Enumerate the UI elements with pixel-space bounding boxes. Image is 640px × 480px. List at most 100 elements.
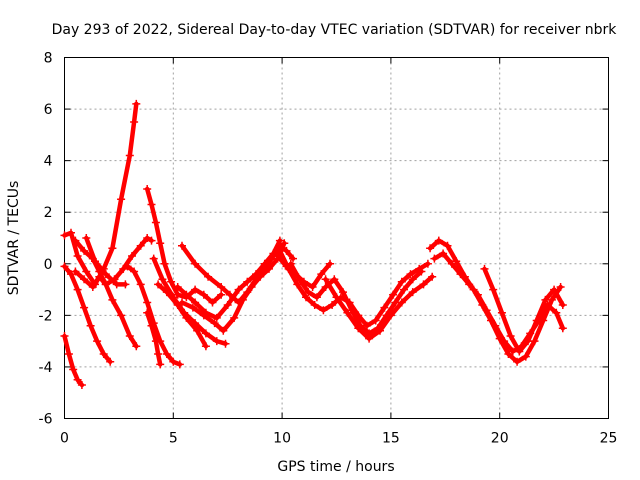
data-point	[430, 254, 439, 263]
data-point	[408, 275, 417, 284]
data-point	[397, 277, 406, 286]
data-point	[149, 254, 158, 263]
data-point	[101, 280, 110, 289]
data-point	[238, 295, 247, 304]
data-point	[182, 290, 191, 299]
data-point	[201, 342, 210, 351]
data-point	[128, 252, 136, 260]
data-point	[376, 326, 384, 335]
data-point	[328, 301, 337, 309]
data-point	[132, 99, 141, 108]
data-point	[500, 337, 509, 346]
data-point	[452, 257, 461, 266]
data-point	[408, 288, 417, 297]
data-point	[389, 290, 398, 299]
data-point	[212, 337, 221, 346]
data-point	[380, 303, 389, 312]
data-point	[417, 267, 426, 276]
data-point	[219, 326, 228, 335]
series-layer	[60, 99, 567, 389]
series-line-arc-21	[482, 266, 566, 354]
y-axis-label: SDTVAR / TECUs	[6, 181, 22, 296]
data-point	[223, 301, 232, 309]
data-point	[86, 321, 95, 330]
data-point	[95, 272, 104, 281]
data-point	[269, 249, 278, 258]
data-point	[125, 151, 134, 160]
data-point	[419, 280, 428, 289]
data-point	[178, 241, 186, 250]
data-point	[208, 298, 217, 307]
data-point	[143, 308, 152, 317]
x-tick-label: 25	[600, 431, 618, 447]
data-point	[312, 293, 321, 302]
data-point	[556, 283, 565, 291]
data-point	[295, 275, 304, 284]
data-point	[182, 313, 191, 322]
y-tick-label: 8	[44, 51, 53, 67]
data-point	[428, 272, 437, 281]
data-point	[160, 259, 169, 268]
data-point	[67, 228, 75, 237]
data-point	[147, 321, 156, 330]
data-point	[60, 231, 69, 240]
data-point	[280, 239, 289, 248]
data-point	[156, 360, 165, 369]
data-point	[108, 244, 117, 253]
data-point	[400, 285, 408, 294]
data-point	[73, 285, 82, 294]
data-point	[130, 267, 139, 276]
data-point	[199, 311, 208, 320]
data-point	[371, 316, 380, 325]
data-point	[112, 280, 121, 289]
data-point	[497, 308, 506, 317]
data-point	[117, 311, 126, 320]
data-point	[158, 275, 167, 284]
data-point	[60, 262, 69, 271]
data-point	[154, 350, 163, 358]
data-point	[80, 275, 89, 284]
data-point	[193, 326, 202, 335]
data-point	[513, 357, 522, 366]
data-point	[77, 381, 86, 389]
x-axis-label: GPS time / hours	[277, 459, 394, 475]
series-line-arc-18	[323, 274, 435, 341]
series-line-arc-11	[155, 282, 209, 349]
data-point	[343, 308, 352, 317]
data-point	[406, 270, 415, 279]
data-point	[515, 347, 524, 356]
data-point	[489, 285, 498, 294]
data-point	[119, 264, 128, 273]
y-tick-label: -2	[39, 308, 53, 324]
data-point	[365, 334, 374, 343]
data-point	[69, 365, 78, 374]
data-point	[173, 283, 182, 291]
data-point	[117, 195, 126, 204]
data-point	[506, 332, 515, 340]
data-point	[178, 298, 186, 307]
y-tick-label: 2	[44, 205, 53, 221]
data-point	[151, 337, 160, 346]
y-tick-label: -4	[39, 360, 53, 376]
data-point	[80, 246, 89, 255]
data-point	[465, 280, 474, 289]
data-point	[423, 259, 432, 268]
series-line-arc-2	[62, 264, 113, 365]
data-point	[230, 313, 239, 322]
data-point	[204, 272, 213, 281]
data-point	[93, 337, 102, 346]
series-line-arc-16	[277, 248, 431, 328]
data-point	[558, 301, 567, 309]
data-point	[162, 350, 171, 358]
data-point	[191, 298, 200, 307]
data-point	[80, 303, 89, 312]
data-point	[482, 306, 491, 315]
data-point	[88, 283, 97, 291]
data-point	[504, 350, 513, 358]
data-point	[73, 252, 82, 260]
data-point	[106, 357, 115, 366]
data-point	[217, 283, 226, 291]
data-point	[162, 288, 171, 297]
series-line-arc-17	[288, 261, 424, 336]
data-point	[456, 270, 465, 279]
